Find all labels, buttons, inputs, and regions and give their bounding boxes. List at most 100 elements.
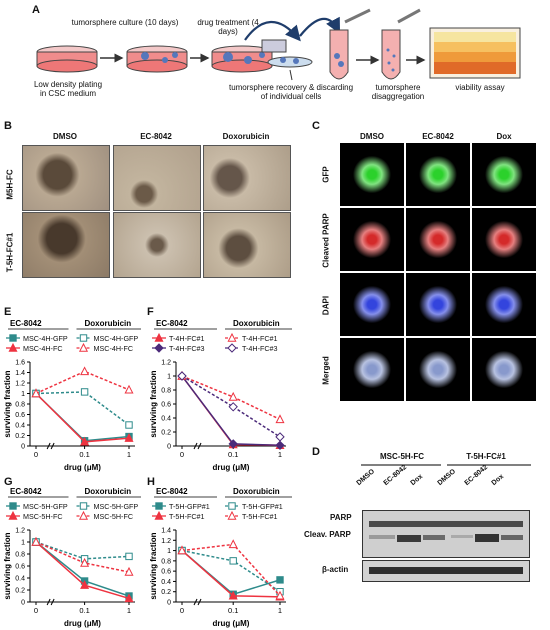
legend-marker-f-1-0 <box>227 332 237 342</box>
y-tick-label-f-4: 0.8 <box>161 388 171 395</box>
fluo-cleaved-parp-dmso <box>340 208 404 271</box>
panel-label-c: C <box>312 120 320 132</box>
x-axis-label-h: drug (μM) <box>213 619 250 628</box>
series-point-f-3-2 <box>275 432 285 442</box>
chart-e: EC-8042 DoxorubicinMSC-4H-GFPMSC-4H-FCMSC… <box>3 319 141 472</box>
legend-marker-e-0-1 <box>8 342 18 352</box>
y-tick-label-h-4: 0.8 <box>161 558 171 565</box>
series-point-g-1-1 <box>80 580 90 589</box>
tube-1 <box>329 8 371 80</box>
panel-b-row-1: M5H-FC <box>5 169 15 200</box>
y-axis-label-e: surviving fraction <box>3 370 12 437</box>
legend-marker-e-1-0 <box>79 334 88 342</box>
series-point-e-1-1 <box>80 436 90 446</box>
series-line-g-1 <box>35 541 130 600</box>
x-break-a-f <box>193 442 198 450</box>
legend-text-e-0-1: MSC-4H-FC <box>23 344 63 353</box>
band-label-actin: β-actin <box>322 565 349 574</box>
fluo-gfp-ec-8042 <box>406 143 470 206</box>
legend-marker-h-0-0 <box>155 502 163 510</box>
panel-c-row-merged: Merged <box>321 356 331 385</box>
x-tick-label-f-1: 0.1 <box>228 450 238 459</box>
legend-text-f-1-1: T-4H-FC#3 <box>242 344 278 353</box>
y-tick-label-h-0: 0 <box>167 600 171 607</box>
legend-item-g-1-1: MSC-5H-FC <box>76 510 133 521</box>
legend-item-e-1-1: MSC-4H-FC <box>76 342 134 353</box>
series-point-g-3-0 <box>31 536 41 546</box>
series-point-e-2-2 <box>125 421 133 429</box>
fluo-merged-dox <box>472 338 536 401</box>
legend-text-g-0-1: MSC-5H-FC <box>23 512 63 521</box>
series-line-h-3 <box>181 543 281 597</box>
workflow-step-1: Low density plating in CSC medium <box>33 80 103 98</box>
fluo-gfp-dox <box>472 143 536 206</box>
legend-text-e-1-1: MSC-4H-FC <box>94 344 134 353</box>
y-tick-label-g-5: 1 <box>21 540 25 547</box>
legend-marker-h-1-0 <box>228 502 236 510</box>
legend-item-e-1-0: MSC-4H-GFP <box>76 334 138 343</box>
x-break-b-f <box>197 442 202 450</box>
panel-c-col-dmso: DMSO <box>360 132 384 141</box>
y-tick-label-f-1: 0.2 <box>161 430 171 437</box>
legend-marker-e-0-0 <box>9 334 17 342</box>
series-point-g-2-2 <box>125 552 133 561</box>
y-tick-label-h-6: 1.2 <box>161 538 171 545</box>
panel-label-e: E <box>4 306 12 318</box>
x-tick-label-h-1: 0.1 <box>228 606 238 615</box>
workflow-step-5: tumorsphere disaggregation <box>371 83 425 101</box>
legend-item-e-0-0: MSC-4H-GFP <box>6 334 68 343</box>
legend-header-dox-f: Doxorubicin <box>233 319 280 328</box>
fluo-dapi-ec-8042 <box>406 273 470 336</box>
y-tick-label-g-1: 0.2 <box>15 588 25 595</box>
band-label-cleaved-parp: Cleav. PARP <box>304 530 351 539</box>
panel-label-b: B <box>4 120 12 132</box>
y-tick-label-h-1: 0.2 <box>161 589 171 596</box>
legend-item-f-0-1: T-4H-FC#3 <box>152 343 205 353</box>
series-point-g-3-2 <box>124 566 134 576</box>
legend-marker-g-1-0 <box>79 502 88 510</box>
workflow-diagram <box>36 8 521 81</box>
panel-c-row-gfp: GFP <box>321 166 331 183</box>
tube-2 <box>381 8 421 80</box>
dish-3 <box>211 45 273 73</box>
series-point-f-3-1 <box>228 402 238 412</box>
y-tick-label-g-6: 1.2 <box>15 528 25 535</box>
panel-d-group-msc: MSC-5H-FC <box>380 452 424 461</box>
series-point-g-1-2 <box>124 593 134 603</box>
x-break-a-e <box>46 442 51 450</box>
series-line-f-0 <box>181 375 281 447</box>
y-tick-label-e-4: 0.8 <box>15 402 25 409</box>
panel-c-row-parp: Cleaved PARP <box>321 213 331 268</box>
dish-2 <box>126 45 188 73</box>
y-tick-label-h-5: 1 <box>167 548 171 555</box>
legend-text-f-0-0: T-4H-FC#1 <box>169 334 205 343</box>
series-point-f-1-1 <box>228 439 238 449</box>
y-tick-label-f-3: 0.6 <box>161 402 171 409</box>
legend-item-f-1-0: T-4H-FC#1 <box>225 332 278 343</box>
micrograph-m5h-ec8042 <box>113 145 201 211</box>
fluo-cleaved-parp-ec-8042 <box>406 208 470 271</box>
legend-text-h-0-0: T-5H-GFP#1 <box>169 502 210 511</box>
micrograph-t5h-ec8042 <box>113 212 201 278</box>
chart-h: EC-8042 DoxorubicinT-5H-GFP#1T-5H-FC#1T-5… <box>149 487 292 628</box>
legend-item-g-1-0: MSC-5H-GFP <box>76 502 138 511</box>
panel-label-h: H <box>147 476 155 488</box>
workflow-step-2: tumorsphere culture (10 days) <box>71 18 179 27</box>
workflow-step-3: drug treatment (4 days) <box>197 18 259 36</box>
legend-header-ec-h: EC-8042 <box>156 487 188 496</box>
y-tick-label-g-4: 0.8 <box>15 552 25 559</box>
panel-c-row-dapi: DAPI <box>321 295 331 316</box>
x-tick-label-h-0: 0 <box>180 606 184 615</box>
fluo-merged-dmso <box>340 338 404 401</box>
legend-text-h-0-1: T-5H-FC#1 <box>169 512 205 521</box>
panel-b-col-ec8042: EC-8042 <box>140 132 172 141</box>
panel-label-f: F <box>147 306 154 318</box>
y-tick-label-h-2: 0.4 <box>161 579 171 586</box>
x-tick-label-e-2: 1 <box>127 450 131 459</box>
y-tick-label-e-1: 0.2 <box>15 433 25 440</box>
fluo-dapi-dox <box>472 273 536 336</box>
lane-label-2: Dox <box>409 473 425 487</box>
legend-text-e-0-0: MSC-4H-GFP <box>23 334 68 343</box>
series-point-h-3-2 <box>275 590 285 600</box>
x-axis-label-g: drug (μM) <box>64 619 101 628</box>
